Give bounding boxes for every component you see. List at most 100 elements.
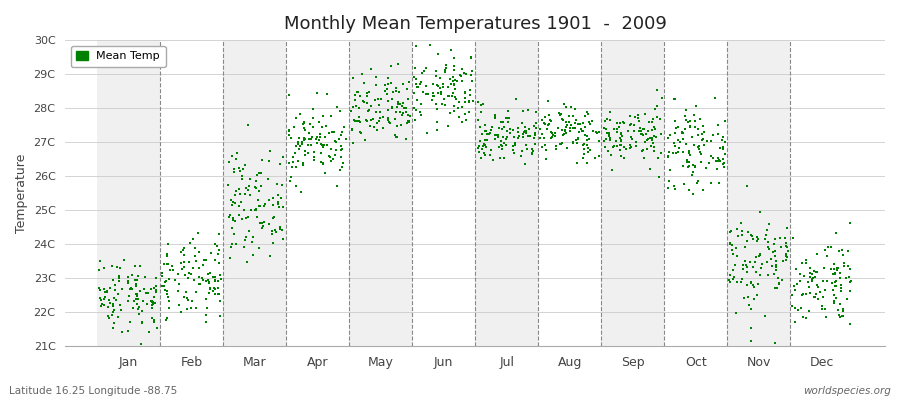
Point [655, 95, 670, 102]
Point [662, 131, 677, 138]
Point [129, 291, 143, 297]
Point [314, 141, 328, 148]
Point [283, 132, 297, 138]
Point [227, 166, 241, 172]
Point [438, 65, 453, 71]
Point [130, 277, 144, 283]
Point [762, 246, 777, 253]
Point [223, 254, 238, 261]
Point [297, 124, 311, 131]
Point [680, 159, 694, 165]
Point [471, 99, 485, 106]
Point [729, 279, 743, 285]
Point [376, 125, 391, 132]
Point [310, 140, 324, 147]
Point [136, 298, 150, 304]
Point [316, 160, 330, 166]
Point [360, 118, 374, 125]
Point [623, 141, 637, 148]
Point [393, 109, 408, 116]
Point [250, 172, 265, 178]
Point [382, 116, 396, 123]
Point [201, 271, 215, 277]
Point [254, 170, 268, 176]
Text: Latitude 16.25 Longitude -88.75: Latitude 16.25 Longitude -88.75 [9, 386, 177, 396]
Point [382, 120, 397, 126]
Point [548, 130, 562, 136]
Point [795, 292, 809, 298]
Point [427, 90, 441, 96]
Point [580, 145, 595, 151]
Point [507, 150, 521, 156]
Point [592, 138, 607, 144]
Point [700, 138, 715, 144]
Point [836, 263, 850, 269]
Point [433, 84, 447, 91]
Point [807, 294, 822, 300]
Point [832, 248, 846, 254]
Point [761, 244, 776, 250]
Point [744, 279, 759, 286]
Point [562, 119, 576, 125]
Point [395, 112, 410, 118]
Point [196, 262, 211, 268]
Point [634, 131, 648, 138]
Point [500, 128, 515, 134]
Point [255, 157, 269, 164]
Point [365, 116, 380, 122]
Point [635, 146, 650, 153]
Point [518, 124, 532, 131]
Y-axis label: Temperature: Temperature [15, 154, 28, 233]
Point [394, 122, 409, 128]
Point [507, 127, 521, 133]
Point [807, 268, 822, 274]
Point [832, 314, 847, 320]
Point [516, 108, 530, 114]
Point [262, 196, 276, 203]
Point [248, 184, 262, 190]
Point [559, 119, 573, 125]
Point [613, 147, 627, 153]
Point [768, 236, 782, 242]
Point [735, 262, 750, 268]
Point [716, 160, 731, 167]
Point [248, 206, 263, 212]
Point [551, 124, 565, 131]
Point [598, 118, 612, 124]
Point [803, 290, 817, 296]
Point [430, 119, 445, 125]
Point [769, 262, 783, 268]
Point [474, 130, 489, 137]
Point [602, 132, 616, 139]
Point [364, 103, 378, 110]
Point [537, 114, 552, 120]
Point [464, 68, 479, 74]
Point [774, 244, 788, 250]
Point [395, 110, 410, 116]
Point [262, 220, 276, 227]
Point [105, 277, 120, 283]
Point [636, 155, 651, 162]
Point [390, 123, 404, 130]
Point [146, 298, 160, 305]
Point [835, 312, 850, 319]
Point [830, 266, 844, 273]
Point [441, 84, 455, 90]
Point [716, 146, 730, 152]
Point [203, 250, 218, 257]
Point [337, 160, 351, 166]
Point [691, 144, 706, 150]
Point [753, 209, 768, 216]
Point [298, 152, 312, 158]
Point [271, 199, 285, 206]
Bar [349, 40, 412, 346]
Point [207, 277, 221, 284]
Point [347, 97, 362, 104]
Point [842, 220, 857, 226]
Point [224, 225, 238, 231]
Point [515, 148, 529, 154]
Point [580, 133, 594, 140]
Point [718, 117, 733, 124]
Point [286, 159, 301, 165]
Point [688, 118, 702, 124]
